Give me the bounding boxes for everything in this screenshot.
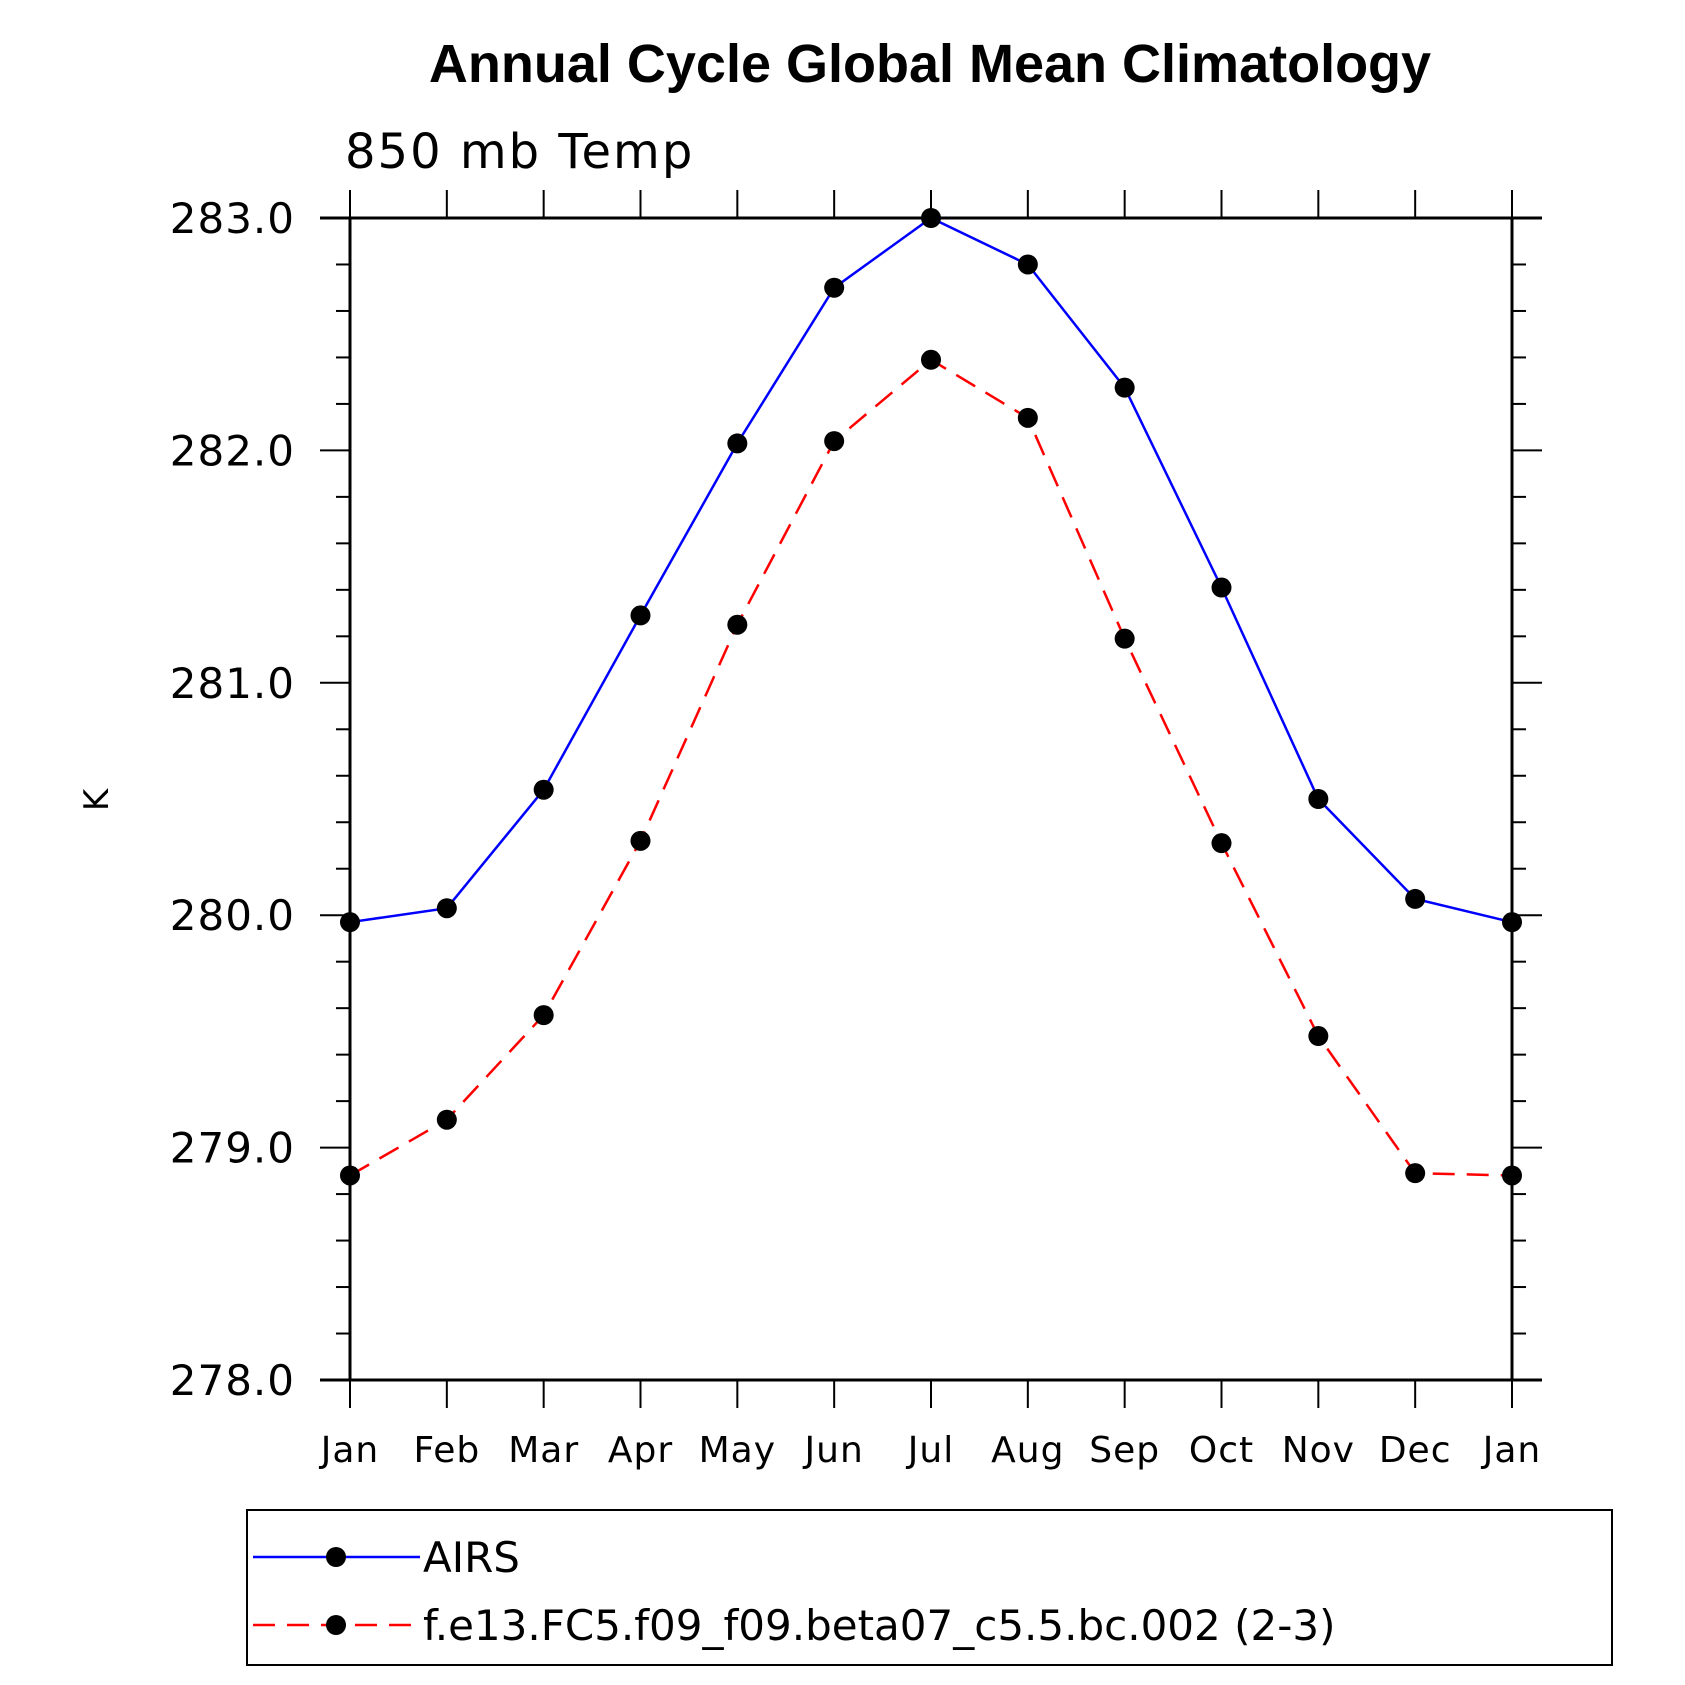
data-point [630, 605, 651, 626]
data-point [727, 433, 748, 454]
x-tick-label: Dec [1379, 1430, 1452, 1471]
data-point [1114, 377, 1135, 398]
x-tick-labels: Jan Feb Mar Apr May Jun Jul Aug Sep Oct Nov Dec Jan [319, 1430, 1542, 1471]
legend-box [246, 1509, 1613, 1666]
y-tick-label: 281.0 [170, 659, 295, 708]
y-tick-label: 278.0 [170, 1356, 295, 1405]
data-point [340, 1165, 360, 1186]
data-point [1211, 577, 1232, 598]
data-point [1211, 833, 1232, 854]
data-point [1405, 1163, 1426, 1184]
x-tick-label: Feb [413, 1430, 480, 1471]
data-point [1405, 888, 1426, 909]
data-point [1308, 789, 1329, 809]
legend-label-1: f.e13.FC5.f09_f09.beta07_c5.5.bc.002 (2-… [423, 1601, 1335, 1650]
data-point [533, 1005, 554, 1026]
x-tick-label: Oct [1189, 1430, 1254, 1471]
chart-subtitle: 850 mb Temp [345, 124, 694, 180]
x-tick-label: Jul [906, 1430, 954, 1471]
x-tick-label: Sep [1089, 1430, 1160, 1471]
series-line-1 [349, 358, 1513, 1177]
data-point [1502, 1165, 1522, 1186]
legend: AIRS f.e13.FC5.f09_f09.beta07_c5.5.bc.002… [253, 1533, 1335, 1650]
data-point [727, 614, 748, 635]
x-tick-label: Jan [319, 1430, 380, 1471]
data-point [1017, 407, 1038, 428]
data-point [1502, 912, 1522, 933]
data-point [436, 898, 457, 919]
y-axis-label: K [77, 787, 117, 811]
x-tick-label: Jan [1481, 1430, 1542, 1471]
x-tick-label: Mar [508, 1430, 579, 1471]
chart-title: Annual Cycle Global Mean Climatology [429, 34, 1431, 94]
y-tick-labels: 278.0 279.0 280.0 281.0 282.0 283.0 [170, 194, 295, 1405]
x-tick-label: Nov [1282, 1430, 1355, 1471]
data-point [824, 277, 845, 298]
series-line-0 [349, 216, 1513, 924]
x-tick-label: Jun [803, 1430, 864, 1471]
x-tick-label: Aug [991, 1430, 1064, 1471]
legend-marker [326, 1547, 346, 1567]
x-tick-label: Apr [608, 1430, 673, 1471]
y-tick-label: 282.0 [170, 426, 295, 475]
data-point [921, 208, 941, 228]
series-layer [340, 208, 1522, 1186]
data-point [824, 431, 845, 452]
data-point [921, 349, 941, 370]
legend-label-0: AIRS [423, 1533, 520, 1582]
data-point [436, 1109, 457, 1130]
y-tick-label: 283.0 [170, 194, 295, 243]
data-point [533, 779, 554, 800]
plot-axes [320, 190, 1542, 1408]
data-point [630, 830, 651, 851]
legend-marker [326, 1615, 346, 1635]
data-point [340, 912, 360, 933]
y-tick-label: 279.0 [170, 1124, 295, 1173]
y-tick-label: 280.0 [170, 891, 295, 940]
x-tick-label: May [699, 1430, 776, 1471]
data-point [1308, 1026, 1329, 1047]
data-point [1114, 628, 1135, 649]
data-point [1017, 254, 1038, 275]
